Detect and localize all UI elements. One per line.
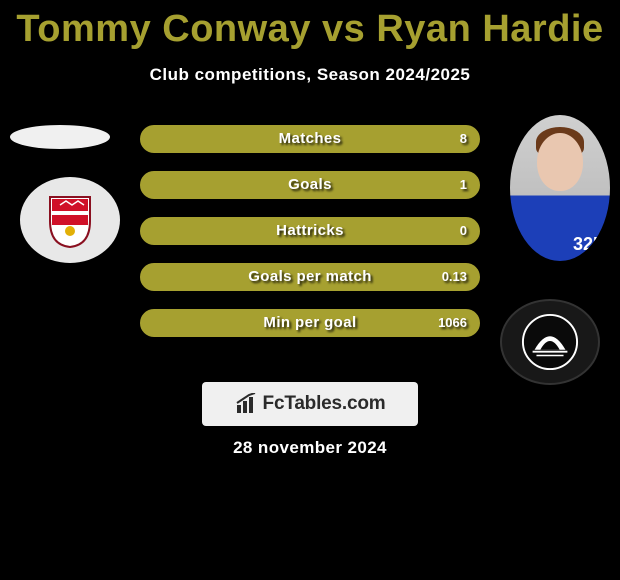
stat-bar-value-right: 0 [460,223,467,238]
stat-bar: Hattricks0 [140,217,480,245]
player2-club-crest [500,299,600,385]
date-text: 28 november 2024 [0,438,620,458]
bristol-city-crest-icon [46,191,94,249]
jersey-text: 32R [573,234,606,255]
stat-bar-value-right: 1 [460,177,467,192]
stat-bar: Goals1 [140,171,480,199]
player1-avatar-placeholder [10,125,110,149]
player2-head [537,133,583,191]
stat-bar-label: Goals [143,176,477,193]
player2-name: Ryan Hardie [376,8,603,50]
stat-bar-label: Goals per match [143,268,477,285]
stat-bar-value-right: 0.13 [442,269,467,284]
stat-bar: Min per goal1066 [140,309,480,337]
brand-badge: FcTables.com [202,382,418,426]
stat-bar: Matches8 [140,125,480,153]
page-title: Tommy Conway vs Ryan Hardie [0,0,620,51]
brand-text: FcTables.com [263,393,386,415]
stat-bar-value-right: 1066 [438,315,467,330]
stat-bar-label: Matches [143,130,477,147]
stat-bars: Matches8Goals1Hattricks0Goals per match0… [140,125,480,355]
subtitle: Club competitions, Season 2024/2025 [0,65,620,85]
player1-name: Tommy Conway [16,8,311,50]
player2-avatar: 32R [510,115,610,261]
bar-chart-icon [235,393,259,415]
stat-bar-label: Hattricks [143,222,477,239]
stat-bar: Goals per match0.13 [140,263,480,291]
comparison-area: 32R Matches8 Goals1 Hattricks0 Goals per ma… [0,115,620,375]
player1-club-crest [20,177,120,263]
plymouth-argyle-crest-icon [521,313,579,371]
stat-bar-value-right: 8 [460,131,467,146]
stat-bar-label: Min per goal [143,314,477,331]
vs-text: vs [322,8,365,50]
